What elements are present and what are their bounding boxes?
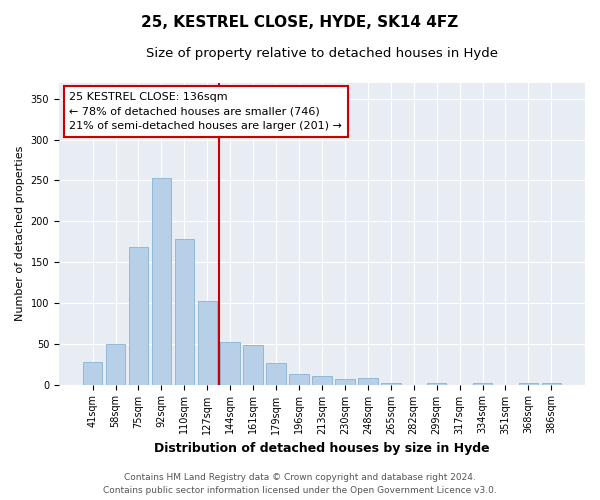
Text: Contains HM Land Registry data © Crown copyright and database right 2024.
Contai: Contains HM Land Registry data © Crown c… <box>103 474 497 495</box>
Bar <box>106 344 125 384</box>
Bar <box>358 378 377 384</box>
Bar <box>197 302 217 384</box>
Bar <box>289 374 309 384</box>
Bar <box>427 383 446 384</box>
Bar <box>335 379 355 384</box>
Text: 25 KESTREL CLOSE: 136sqm
← 78% of detached houses are smaller (746)
21% of semi-: 25 KESTREL CLOSE: 136sqm ← 78% of detach… <box>70 92 342 131</box>
Bar <box>175 239 194 384</box>
Bar <box>518 383 538 384</box>
Bar <box>381 383 401 384</box>
Y-axis label: Number of detached properties: Number of detached properties <box>15 146 25 321</box>
Bar <box>220 342 240 384</box>
Bar <box>244 346 263 385</box>
Title: Size of property relative to detached houses in Hyde: Size of property relative to detached ho… <box>146 48 498 60</box>
X-axis label: Distribution of detached houses by size in Hyde: Distribution of detached houses by size … <box>154 442 490 455</box>
Bar <box>128 248 148 384</box>
Bar <box>312 376 332 384</box>
Bar <box>266 362 286 384</box>
Bar <box>542 383 561 384</box>
Bar <box>83 362 103 384</box>
Text: 25, KESTREL CLOSE, HYDE, SK14 4FZ: 25, KESTREL CLOSE, HYDE, SK14 4FZ <box>142 15 458 30</box>
Bar <box>152 178 171 384</box>
Bar <box>473 383 492 384</box>
